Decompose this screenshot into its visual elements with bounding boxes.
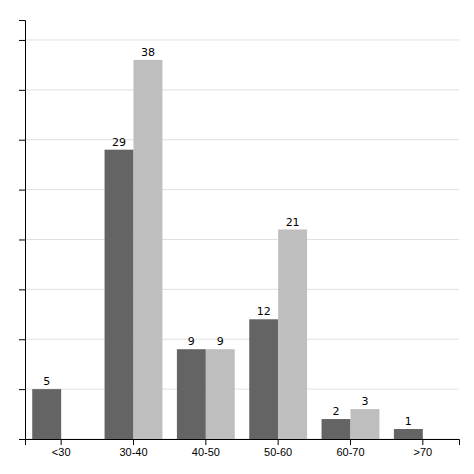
y-tick [19,289,25,290]
chart: <3030-4040-5050-6060-70>7052991221389213 [0,0,474,474]
y-tick-mark [19,289,25,290]
bar [32,389,61,439]
bar [322,419,351,439]
data-label: 12 [257,305,271,318]
grid-line [25,139,459,140]
grid-line [25,89,459,90]
grid-line [25,339,459,340]
bar [61,439,90,440]
y-tick-mark [19,40,25,41]
x-tick-mark [350,439,351,445]
bar [351,409,380,439]
x-tick-label: <30 [52,446,71,458]
x-tick-mark [133,439,134,445]
x-tick: <30 [52,439,71,458]
x-tick-label: >70 [413,446,432,458]
y-tick [19,239,25,240]
grid-line [25,189,459,190]
data-label: 38 [141,46,155,59]
data-label: 29 [112,136,126,149]
bar [249,319,278,439]
bar [394,429,423,439]
data-label: 1 [405,415,412,428]
data-label: 9 [188,335,195,348]
data-label: 5 [43,375,50,388]
y-tick [19,339,25,340]
y-tick-mark [19,190,25,191]
data-label: 9 [217,335,224,348]
data-label: 3 [361,395,368,408]
grid-line [25,289,459,290]
y-tick-mark [19,439,25,440]
x-tick-label: 30-40 [119,446,147,458]
bar [423,439,452,440]
y-tick [19,190,25,191]
bar [105,150,134,439]
data-labels: 52991221389213 [43,46,412,428]
grid [25,40,459,439]
x-tick: >70 [413,439,432,458]
x-tick-label: 60-70 [336,446,364,458]
grid-line [25,239,459,240]
bar [134,60,163,439]
bar [206,349,235,439]
grid-line [25,39,459,40]
data-label: 2 [333,405,340,418]
x-tick-label: 50-60 [264,446,292,458]
y-tick-mark [19,389,25,390]
x-tick: 50-60 [264,439,292,458]
bars [32,60,423,439]
y-axis-line [19,21,26,440]
y-axis [19,21,26,440]
y-tick [19,40,25,41]
x-tick-mark [205,439,206,445]
y-tick-mark [19,239,25,240]
data-label: 21 [286,216,300,229]
x-tick: 30-40 [119,439,147,458]
x-axis-line [26,440,460,446]
x-tick-mark [61,439,62,445]
y-tick [19,90,25,91]
y-tick [19,439,25,440]
x-tick: 40-50 [192,439,220,458]
x-tick-mark [422,439,423,445]
x-tick: 60-70 [336,439,364,458]
y-tick-mark [19,339,25,340]
y-tick [19,389,25,390]
x-tick-label: 40-50 [192,446,220,458]
y-tick [19,140,25,141]
bar [278,230,307,440]
plot: <3030-4040-5050-6060-70>7052991221389213 [19,21,460,458]
x-tick-mark [278,439,279,445]
bar [177,349,206,439]
x-axis: <30 30-40 40-50 50-60 60-70 >70 [26,439,460,458]
y-tick-mark [19,90,25,91]
y-tick-mark [19,140,25,141]
grid-line [25,389,459,390]
